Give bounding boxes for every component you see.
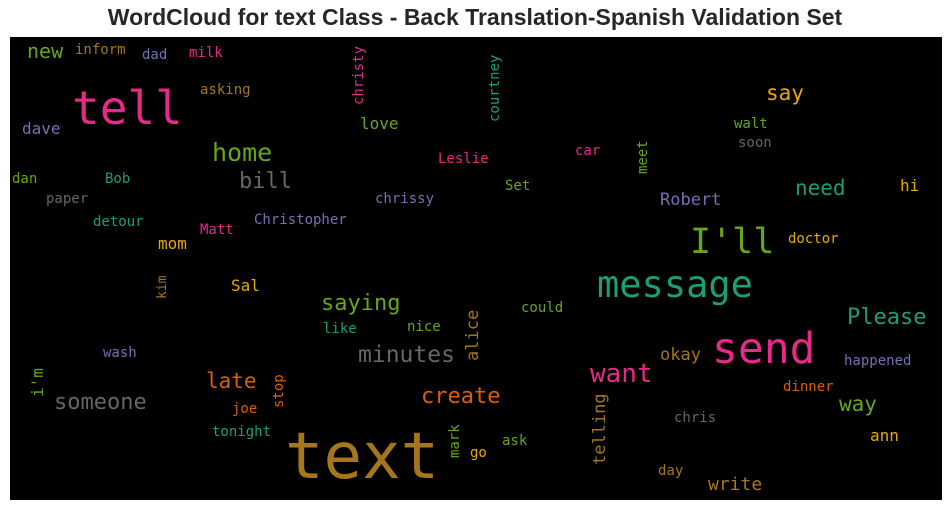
word-tell: tell [72, 85, 183, 131]
word-dinner: dinner [783, 380, 834, 394]
word-need: need [795, 178, 846, 199]
word-okay: okay [660, 347, 701, 364]
wordcloud-canvas: text tell send message I'll want home minutes so… [10, 37, 942, 500]
word-day: day [658, 464, 683, 478]
chart-title: WordCloud for text Class - Back Translat… [0, 4, 950, 31]
word-send: send [712, 328, 816, 371]
word-milk: milk [189, 46, 223, 60]
word-new: new [27, 41, 63, 61]
word-kim: kim [156, 276, 169, 299]
word-bob: Bob [105, 172, 130, 186]
word-tonight: tonight [212, 425, 271, 439]
word-matt: Matt [200, 223, 234, 237]
word-chrissy: chrissy [375, 192, 434, 206]
word-please: Please [847, 307, 926, 329]
word-mark: mark [448, 424, 462, 458]
word-christy: christy [352, 46, 366, 105]
word-could: could [521, 301, 563, 315]
word-dad: dad [142, 48, 167, 62]
word-nice: nice [407, 320, 441, 334]
word-happened: happened [844, 354, 911, 368]
word-i-m: i'm [30, 368, 46, 397]
word-message: message [597, 266, 753, 303]
word-mom: mom [158, 236, 187, 252]
word-robert: Robert [660, 192, 721, 209]
word-dave: dave [22, 121, 61, 137]
word-wash: wash [103, 346, 137, 360]
word-hi: hi [900, 178, 919, 194]
word-bill: bill [239, 171, 292, 193]
word-leslie: Leslie [438, 152, 489, 166]
word-create: create [421, 386, 500, 408]
word-set: Set [505, 179, 530, 193]
word-late: late [206, 371, 257, 392]
word-chris: chris [674, 411, 716, 425]
word-christopher: Christopher [254, 213, 347, 227]
word-stop: stop [272, 374, 286, 408]
word-ask: ask [502, 434, 527, 448]
word-paper: paper [46, 192, 88, 206]
word-minutes: minutes [358, 344, 455, 367]
word-ann: ann [870, 428, 899, 444]
word-i-ll: I'll [690, 225, 774, 260]
word-detour: detour [93, 215, 144, 229]
word-love: love [360, 116, 399, 132]
word-say: say [766, 83, 804, 104]
word-walt: walt [734, 117, 768, 131]
word-write: write [708, 476, 762, 494]
word-inform: inform [75, 43, 126, 57]
word-home: home [212, 140, 272, 165]
word-asking: asking [200, 83, 251, 97]
word-joe: joe [232, 402, 257, 416]
word-way: way [839, 394, 877, 415]
word-soon: soon [738, 136, 772, 150]
word-doctor: doctor [788, 232, 839, 246]
word-dan: dan [12, 172, 37, 186]
word-meet: meet [636, 140, 650, 174]
word-telling: telling [592, 393, 609, 465]
word-courtney: courtney [488, 55, 502, 122]
word-text: text [285, 425, 439, 489]
word-alice: alice [465, 310, 482, 361]
word-saying: saying [321, 293, 400, 315]
word-sal: Sal [231, 278, 260, 294]
word-car: car [575, 144, 600, 158]
word-go: go [470, 446, 487, 460]
word-want: want [590, 361, 653, 387]
word-like: like [323, 322, 357, 336]
word-someone: someone [54, 392, 147, 414]
